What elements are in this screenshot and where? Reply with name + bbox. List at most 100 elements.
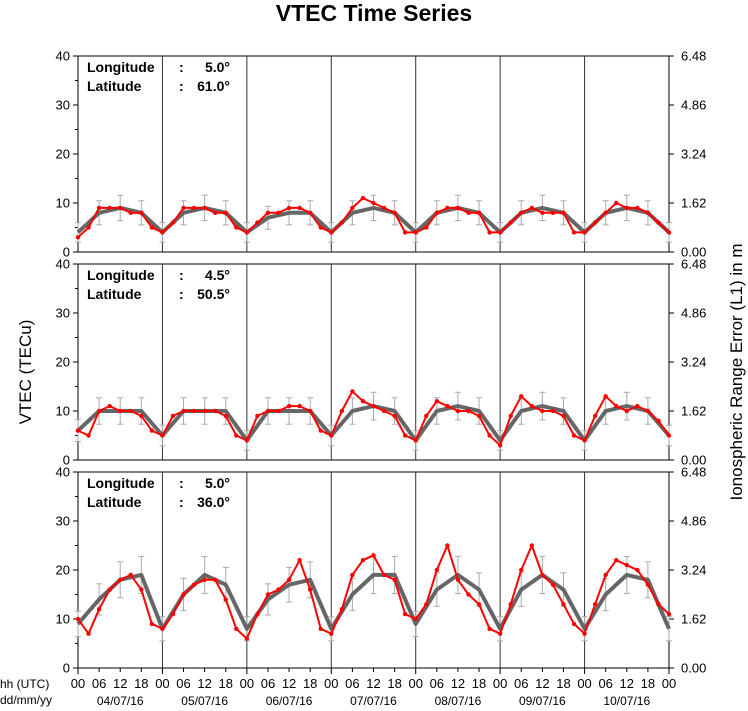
measured-point: [645, 582, 651, 587]
measured-point: [656, 220, 661, 225]
measured-point: [571, 433, 577, 438]
measured-point: [392, 577, 397, 582]
measured-point: [624, 408, 629, 414]
measured-point: [476, 602, 482, 607]
x-date-label: 07/07/16: [350, 694, 397, 708]
measured-point: [487, 433, 492, 438]
latitude-label: Latitude: [87, 78, 142, 94]
measured-point: [371, 553, 376, 558]
measured-point: [339, 408, 345, 414]
x-hour-tick-label: 06: [261, 676, 275, 691]
measured-point: [329, 230, 334, 235]
measured-point: [234, 433, 239, 438]
measured-point: [571, 621, 577, 627]
measured-point: [561, 210, 566, 215]
measured-point: [540, 572, 545, 578]
y-tick-label: 10: [56, 196, 70, 211]
measured-point: [170, 611, 176, 617]
measured-point: [339, 607, 345, 612]
measured-point: [666, 230, 672, 235]
measured-point: [75, 235, 81, 240]
right-tick-label: 3.24: [681, 355, 706, 370]
measured-point: [191, 408, 197, 414]
measured-point: [128, 210, 133, 215]
measured-point: [350, 572, 355, 578]
x-hour-tick-label: 00: [324, 676, 338, 691]
measured-point: [276, 587, 281, 592]
measured-point: [582, 230, 587, 235]
right-tick-label: 4.86: [681, 514, 706, 529]
latitude-value: 61.0°: [197, 78, 230, 94]
measured-point: [202, 408, 207, 414]
measured-point: [265, 408, 271, 414]
measured-point: [413, 230, 418, 235]
measured-point: [434, 399, 440, 404]
measured-point: [466, 210, 471, 215]
measured-point: [350, 389, 355, 394]
measured-point: [381, 205, 387, 211]
measured-point: [202, 205, 207, 211]
measured-point: [455, 577, 461, 582]
x-date-label: 04/07/16: [97, 694, 144, 708]
measured-point: [244, 636, 250, 641]
measured-point: [614, 558, 619, 563]
measured-point: [223, 597, 228, 602]
measured-point: [360, 195, 366, 201]
measured-point: [212, 210, 218, 215]
panel-frame: [77, 55, 670, 253]
measured-point: [582, 438, 587, 443]
x-date-label: 06/07/16: [266, 694, 313, 708]
measured-point: [212, 408, 218, 414]
measured-point: [191, 582, 197, 587]
y-tick-label: 10: [56, 404, 70, 419]
measured-point: [350, 205, 355, 211]
measured-point: [603, 394, 608, 399]
x-hour-tick-label: 06: [598, 676, 612, 691]
location-info: Longitude: 5.0° Latitude:61.0°: [87, 59, 230, 94]
measured-point: [624, 205, 629, 211]
measured-point: [139, 587, 144, 592]
longitude-colon: :: [179, 475, 184, 491]
measured-point: [592, 220, 598, 225]
measured-point: [603, 572, 608, 578]
measured-point: [86, 631, 91, 636]
measured-point: [96, 408, 102, 414]
y-tick-label: 20: [56, 355, 70, 370]
measured-point: [118, 577, 123, 582]
y-tick-label: 0: [63, 661, 70, 676]
latitude-colon: :: [179, 494, 184, 510]
y-tick-label: 20: [56, 147, 70, 162]
measured-point: [635, 567, 640, 573]
x-hour-tick-label: 18: [641, 676, 655, 691]
right-tick-label: 6.48: [681, 49, 706, 64]
measured-point: [656, 602, 661, 607]
measured-point: [107, 403, 112, 409]
measured-point: [466, 408, 471, 414]
measured-point: [614, 403, 619, 409]
measured-point: [371, 403, 376, 409]
measured-point: [445, 543, 450, 548]
measured-point: [402, 433, 408, 438]
measured-point: [255, 611, 260, 617]
measured-point: [118, 205, 123, 211]
measured-point: [476, 413, 482, 419]
y-tick-label: 0: [63, 245, 70, 260]
measured-point: [265, 592, 271, 597]
right-tick-label: 1.62: [681, 196, 706, 211]
x-hour-tick-label: 00: [577, 676, 591, 691]
measured-point: [96, 205, 102, 211]
x-hour-tick-label: 18: [219, 676, 233, 691]
measured-point: [86, 225, 91, 230]
measured-point: [286, 205, 292, 211]
x-hour-tick-label: 12: [282, 676, 296, 691]
measured-point: [645, 408, 651, 414]
y-tick-label: 40: [56, 49, 70, 64]
right-tick-label: 6.48: [681, 465, 706, 480]
measured-point: [519, 210, 524, 215]
measured-point: [339, 220, 345, 225]
measured-point: [550, 582, 556, 587]
measured-point: [86, 433, 91, 438]
panel-3: 0 10 20 30 40 0.00 1.62 3.24 4.86 6.48 Longitude: 5…: [56, 465, 707, 676]
measured-point: [413, 438, 418, 443]
measured-point: [107, 205, 112, 211]
